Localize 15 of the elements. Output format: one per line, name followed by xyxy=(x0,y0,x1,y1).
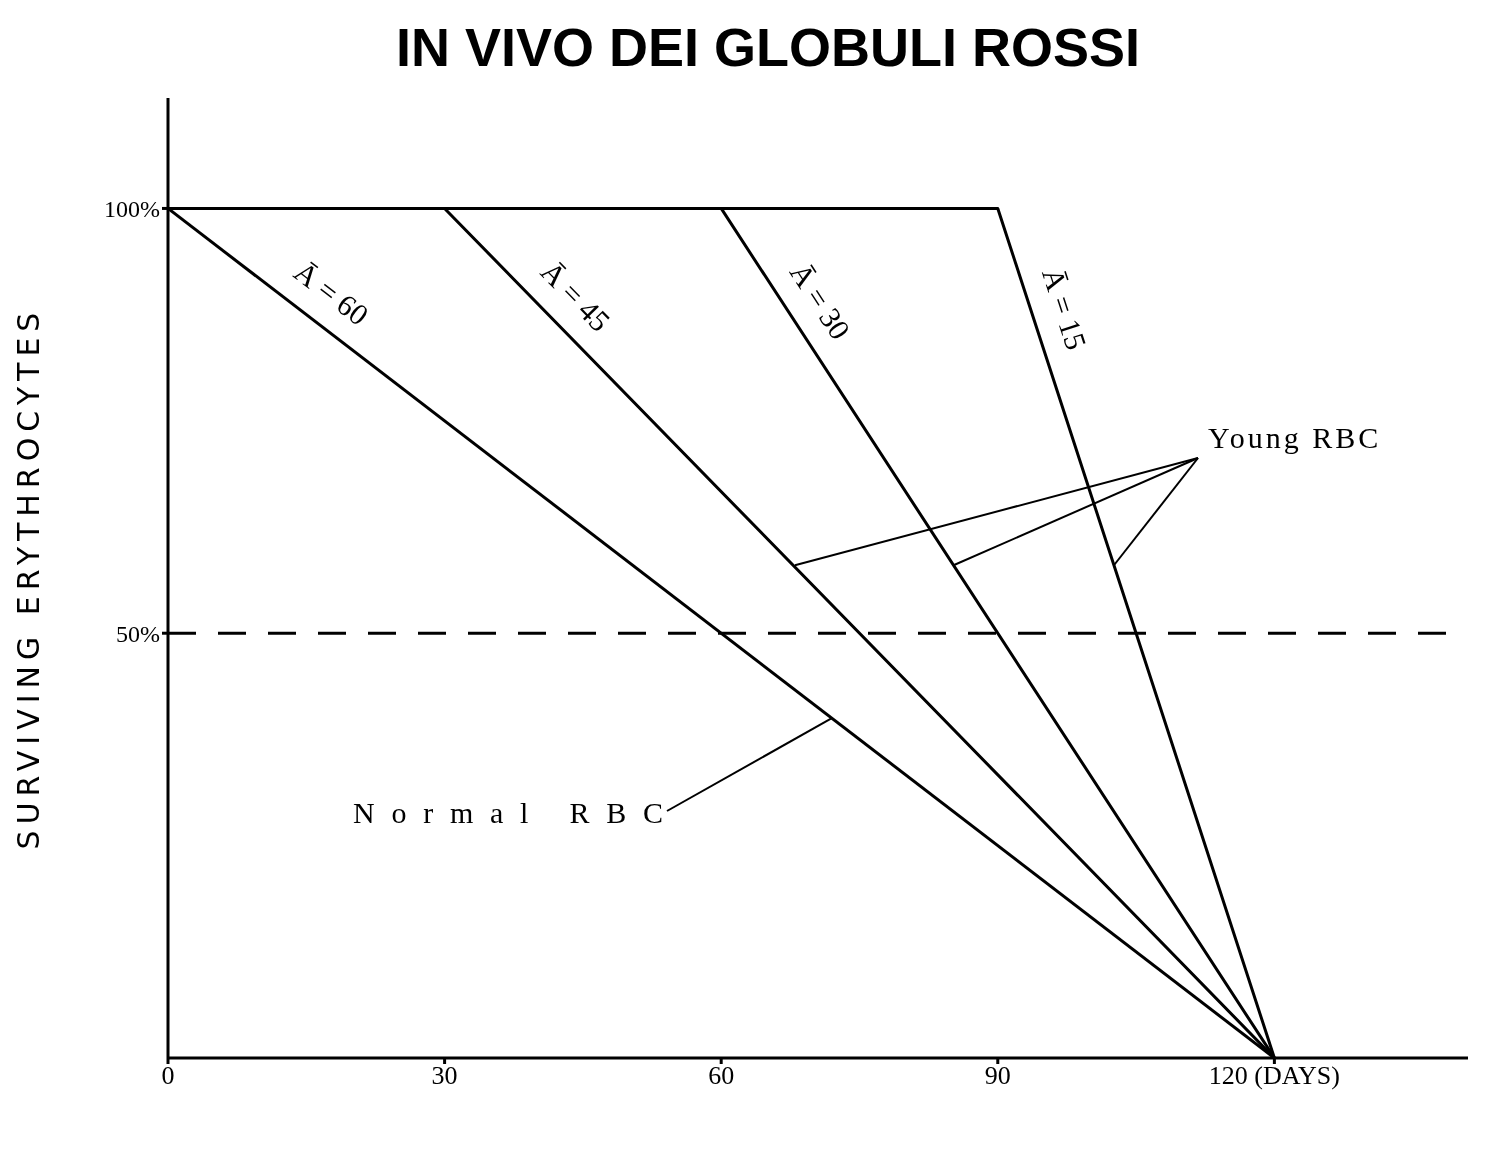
text: Ā = 45 xyxy=(534,254,617,338)
text: Ā = 30 xyxy=(783,257,857,346)
x-tick-label: 0 xyxy=(161,1061,175,1091)
x-tick-label: 30 xyxy=(431,1061,458,1091)
chart-title: IN VIVO DEI GLOBULI ROSSI xyxy=(395,17,1141,77)
y-axis-title: SURVIVING ERYTHROCYTES xyxy=(10,306,46,850)
y-tick-label: 100% xyxy=(104,195,160,222)
text: Ā = 60 xyxy=(288,254,375,332)
annotation: Young RBC xyxy=(1208,421,1382,454)
x-tick-label: 120 (DAYS) xyxy=(1208,1061,1340,1091)
annotation: Normal RBC xyxy=(353,796,663,829)
x-tick-label: 90 xyxy=(984,1061,1011,1091)
y-tick-label: 50% xyxy=(116,620,160,647)
text: Ā = 15 xyxy=(1036,263,1094,354)
x-tick-label: 60 xyxy=(708,1061,735,1091)
